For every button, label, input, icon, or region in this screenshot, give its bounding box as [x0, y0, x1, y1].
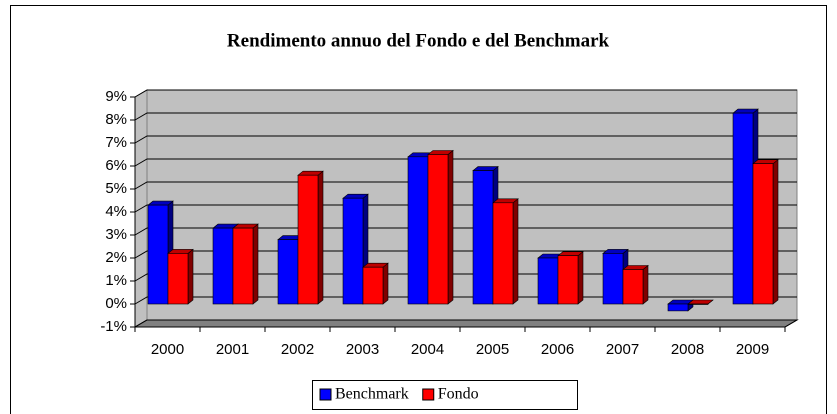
- bar: [362, 266, 384, 305]
- grid-line: [134, 135, 797, 144]
- bar-side: [772, 159, 779, 305]
- bar: [732, 112, 754, 305]
- grid-line: [134, 319, 797, 328]
- y-tick-label: 6%: [105, 157, 127, 174]
- plot-area: -1% 0% 1% 2% 3% 4% 5% 6% 7% 8% 9% 2000 2001 2002 2003 2…: [100, 88, 799, 358]
- grid-line: [134, 181, 797, 190]
- bar-side: [317, 170, 324, 305]
- legend-box: [312, 380, 578, 410]
- bar: [492, 202, 514, 305]
- bar: [147, 204, 169, 305]
- y-tick-label: 1%: [105, 272, 127, 289]
- bar-side: [252, 223, 259, 305]
- grid-line: [134, 250, 797, 259]
- bar: [667, 303, 689, 312]
- bar-side: [447, 149, 454, 305]
- legend-label: Benchmark: [335, 386, 409, 403]
- bar: [167, 253, 189, 305]
- legend-swatch: [422, 388, 435, 401]
- x-tick-label: 2003: [346, 341, 379, 358]
- bar: [427, 154, 449, 305]
- x-tick-label: 2000: [151, 341, 184, 358]
- bar: [472, 170, 494, 305]
- grid-line: [134, 112, 797, 121]
- grid-line: [134, 89, 797, 98]
- bar-side: [577, 251, 584, 305]
- x-tick-label: 2009: [736, 341, 769, 358]
- x-tick-label: 2002: [281, 341, 314, 358]
- chart-title: Rendimento annuo del Fondo e del Benchma…: [227, 30, 610, 51]
- x-tick-label: 2004: [411, 341, 444, 358]
- legend-label: Fondo: [438, 386, 479, 403]
- bar: [342, 197, 364, 305]
- bar-side: [187, 248, 194, 305]
- y-tick-label: 2%: [105, 249, 127, 266]
- y-tick-label: 4%: [105, 203, 127, 220]
- bar-side: [642, 264, 649, 305]
- y-tick-label: 5%: [105, 180, 127, 197]
- floor: [133, 319, 799, 328]
- x-tick-label: 2006: [541, 341, 574, 358]
- bar: [212, 227, 234, 305]
- y-tick-label: -1%: [100, 318, 127, 335]
- bar-side: [512, 198, 519, 305]
- x-tick-label: 2008: [671, 341, 704, 358]
- y-tick-label: 9%: [105, 88, 127, 105]
- y-tick-label: 7%: [105, 134, 127, 151]
- legend-swatch: [319, 388, 332, 401]
- x-tick-label: 2005: [476, 341, 509, 358]
- legend: Benchmark Fondo: [319, 386, 479, 403]
- bar: [602, 253, 624, 305]
- bar: [232, 227, 254, 305]
- y-tick-label: 3%: [105, 226, 127, 243]
- bar: [537, 257, 559, 305]
- y-tick-label: 8%: [105, 111, 127, 128]
- y-tick-label: 0%: [105, 295, 127, 312]
- grid-line: [134, 158, 797, 167]
- x-axis-edge: [784, 319, 798, 328]
- x-tick-label: 2001: [216, 341, 249, 358]
- bar: [407, 156, 429, 305]
- grid-line: [134, 204, 797, 213]
- bar: [622, 269, 644, 305]
- bar-side: [382, 262, 389, 305]
- bar: [277, 239, 299, 305]
- x-tick-label: 2007: [606, 341, 639, 358]
- bar: [752, 163, 774, 305]
- bar: [687, 303, 709, 305]
- grid-line: [134, 227, 797, 236]
- bar: [297, 174, 319, 305]
- bar: [557, 255, 579, 305]
